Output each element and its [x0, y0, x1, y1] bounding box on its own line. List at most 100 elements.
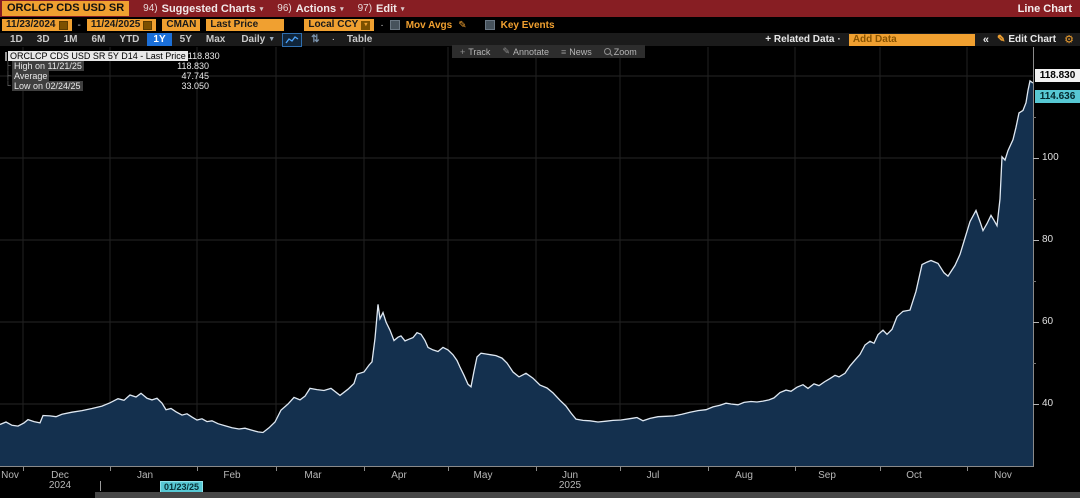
price-line-chart[interactable]: [0, 47, 1034, 466]
series-title[interactable]: ORCLCP CDS USD SR 5Y D14 - Last Price: [8, 51, 188, 61]
y-axis-label: 60: [1042, 316, 1054, 327]
period-button-3d[interactable]: 3D: [36, 34, 50, 45]
menu-actions[interactable]: 96) Actions ▾: [277, 3, 343, 15]
period-button-1m[interactable]: 1M: [63, 34, 78, 45]
menu-edit[interactable]: 97) Edit ▾: [358, 3, 405, 15]
legend-stat-rows: ├ High on 11/21/25 118.830 ├ Average 47.745 └ L…: [4, 61, 209, 91]
period-row: 1D 3D 1M 6M YTD 1Y 5Y Max Daily ▼ ⇅ · Table + R…: [0, 32, 1080, 47]
period-button-max[interactable]: Max: [205, 34, 226, 45]
year-separator: [100, 481, 101, 491]
separator-dot: ·: [331, 34, 335, 45]
chart-plot-area[interactable]: [0, 47, 1034, 466]
table-button[interactable]: Table: [346, 34, 373, 45]
x-axis-tick: [23, 466, 24, 471]
month-label: Feb: [223, 470, 241, 481]
y-axis-label: 80: [1042, 234, 1054, 245]
series-checkbox[interactable]: [5, 51, 7, 61]
mov-avgs-label[interactable]: Mov Avgs: [405, 19, 453, 31]
gear-icon[interactable]: ⚙: [1064, 34, 1074, 46]
mov-avgs-checkbox[interactable]: [389, 20, 400, 30]
price-badge-white: 118.830: [1035, 69, 1080, 82]
legend-stat-row: ├ Average 47.745: [4, 71, 209, 81]
currency-value: Local CCY: [308, 19, 359, 30]
period-button-6m[interactable]: 6M: [91, 34, 106, 45]
y-axis-minor-tick: [1033, 117, 1036, 118]
bar-chart-icon-button[interactable]: ⇅: [309, 34, 321, 46]
chart-type-title: Line Chart: [1017, 2, 1072, 15]
month-label: Apr: [391, 470, 407, 481]
key-events-checkbox[interactable]: [484, 20, 495, 30]
x-axis-tick: [364, 466, 365, 471]
period-button-1d[interactable]: 1D: [10, 34, 23, 45]
settings-row: 11/23/2024 - 11/24/2025 CMAN Last Price …: [0, 17, 1080, 33]
period-button-ytd[interactable]: YTD: [119, 34, 140, 45]
collapse-chevrons-icon[interactable]: «: [982, 33, 989, 46]
pricing-source-field[interactable]: CMAN: [162, 19, 201, 31]
list-icon: ≡: [561, 46, 567, 57]
x-axis-tick: [880, 466, 881, 471]
related-data-label: + Related Data: [765, 34, 835, 45]
key-events-label[interactable]: Key Events: [500, 19, 555, 31]
menu-label: Actions: [295, 2, 337, 15]
month-label: Aug: [735, 470, 753, 481]
x-axis-tick: [967, 466, 968, 471]
chart-hover-toolbar: + Track ✎ Annotate ≡ News Zoom: [452, 45, 645, 58]
month-label: Jun: [561, 470, 579, 481]
annotate-tool[interactable]: ✎ Annotate: [502, 46, 549, 57]
chevron-down-icon: ▾: [340, 5, 344, 13]
menu-suggested-charts[interactable]: 94) Suggested Charts ▾: [143, 3, 263, 15]
x-axis-tick: [620, 466, 621, 471]
menu-number: 97): [357, 3, 373, 14]
y-axis-tick: [1033, 240, 1039, 241]
year-label: 2025: [558, 480, 582, 491]
pencil-icon[interactable]: ✎: [458, 19, 467, 31]
legend-series-row: ORCLCP CDS USD SR 5Y D14 - Last Price 11…: [4, 51, 220, 61]
period-button-5y[interactable]: 5Y: [179, 34, 192, 45]
stat-label: High on 11/21/25: [12, 61, 84, 71]
stat-label: Low on 02/24/25: [12, 81, 83, 91]
price-badge-teal: 114.636: [1035, 90, 1080, 103]
chevron-down-icon[interactable]: ▾: [361, 20, 371, 30]
period-button-1y[interactable]: 1Y: [147, 33, 172, 46]
calendar-icon[interactable]: [58, 20, 68, 30]
period-row-right: + Related Data · « ✎ Edit Chart ⚙: [765, 33, 1074, 46]
security-ticker[interactable]: ORCLCP CDS USD SR: [2, 1, 130, 16]
tool-label: Zoom: [613, 46, 637, 57]
calendar-icon[interactable]: [143, 20, 153, 30]
month-label: Jan: [136, 470, 154, 481]
x-axis-tick: [536, 466, 537, 471]
news-tool[interactable]: ≡ News: [561, 47, 592, 57]
bottom-scrollbar[interactable]: [95, 492, 1080, 498]
stat-value: 118.830: [177, 61, 209, 71]
x-axis-line: [0, 466, 1034, 467]
x-axis-tick: [448, 466, 449, 471]
chevron-down-icon: ▾: [400, 5, 405, 13]
menu-number: 94): [143, 3, 158, 14]
chevron-down-icon: ▾: [259, 5, 264, 13]
date-to-field[interactable]: 11/24/2025: [86, 19, 157, 31]
legend-stat-row: ├ High on 11/21/25 118.830: [4, 61, 209, 71]
magnifier-icon: [603, 48, 611, 55]
price-field-selector[interactable]: Last Price: [206, 19, 285, 31]
date-from-field[interactable]: 11/23/2024: [2, 19, 72, 31]
edit-chart-button[interactable]: ✎ Edit Chart: [997, 34, 1056, 45]
month-label: Nov: [994, 470, 1012, 481]
x-axis-tick: [110, 466, 111, 471]
x-axis-tick: [795, 466, 796, 471]
tool-label: Annotate: [512, 46, 550, 57]
zoom-tool[interactable]: Zoom: [603, 46, 637, 57]
currency-selector[interactable]: Local CCY ▾: [304, 19, 375, 31]
track-tool[interactable]: + Track: [460, 47, 490, 57]
stat-value: 33.050: [181, 81, 209, 91]
month-label: Sep: [818, 470, 836, 481]
line-chart-icon-button[interactable]: [282, 32, 303, 47]
add-data-input[interactable]: [848, 33, 975, 46]
frequency-selector[interactable]: Daily ▼: [241, 34, 275, 45]
menu-label: Suggested Charts: [161, 2, 256, 15]
y-axis-tick: [1033, 404, 1039, 405]
plus-icon: +: [460, 46, 466, 57]
pencil-icon: ✎: [996, 34, 1006, 45]
date-to-value: 11/24/2025: [90, 19, 141, 30]
month-label: Mar: [304, 470, 322, 481]
related-data-button[interactable]: + Related Data ·: [765, 34, 841, 45]
